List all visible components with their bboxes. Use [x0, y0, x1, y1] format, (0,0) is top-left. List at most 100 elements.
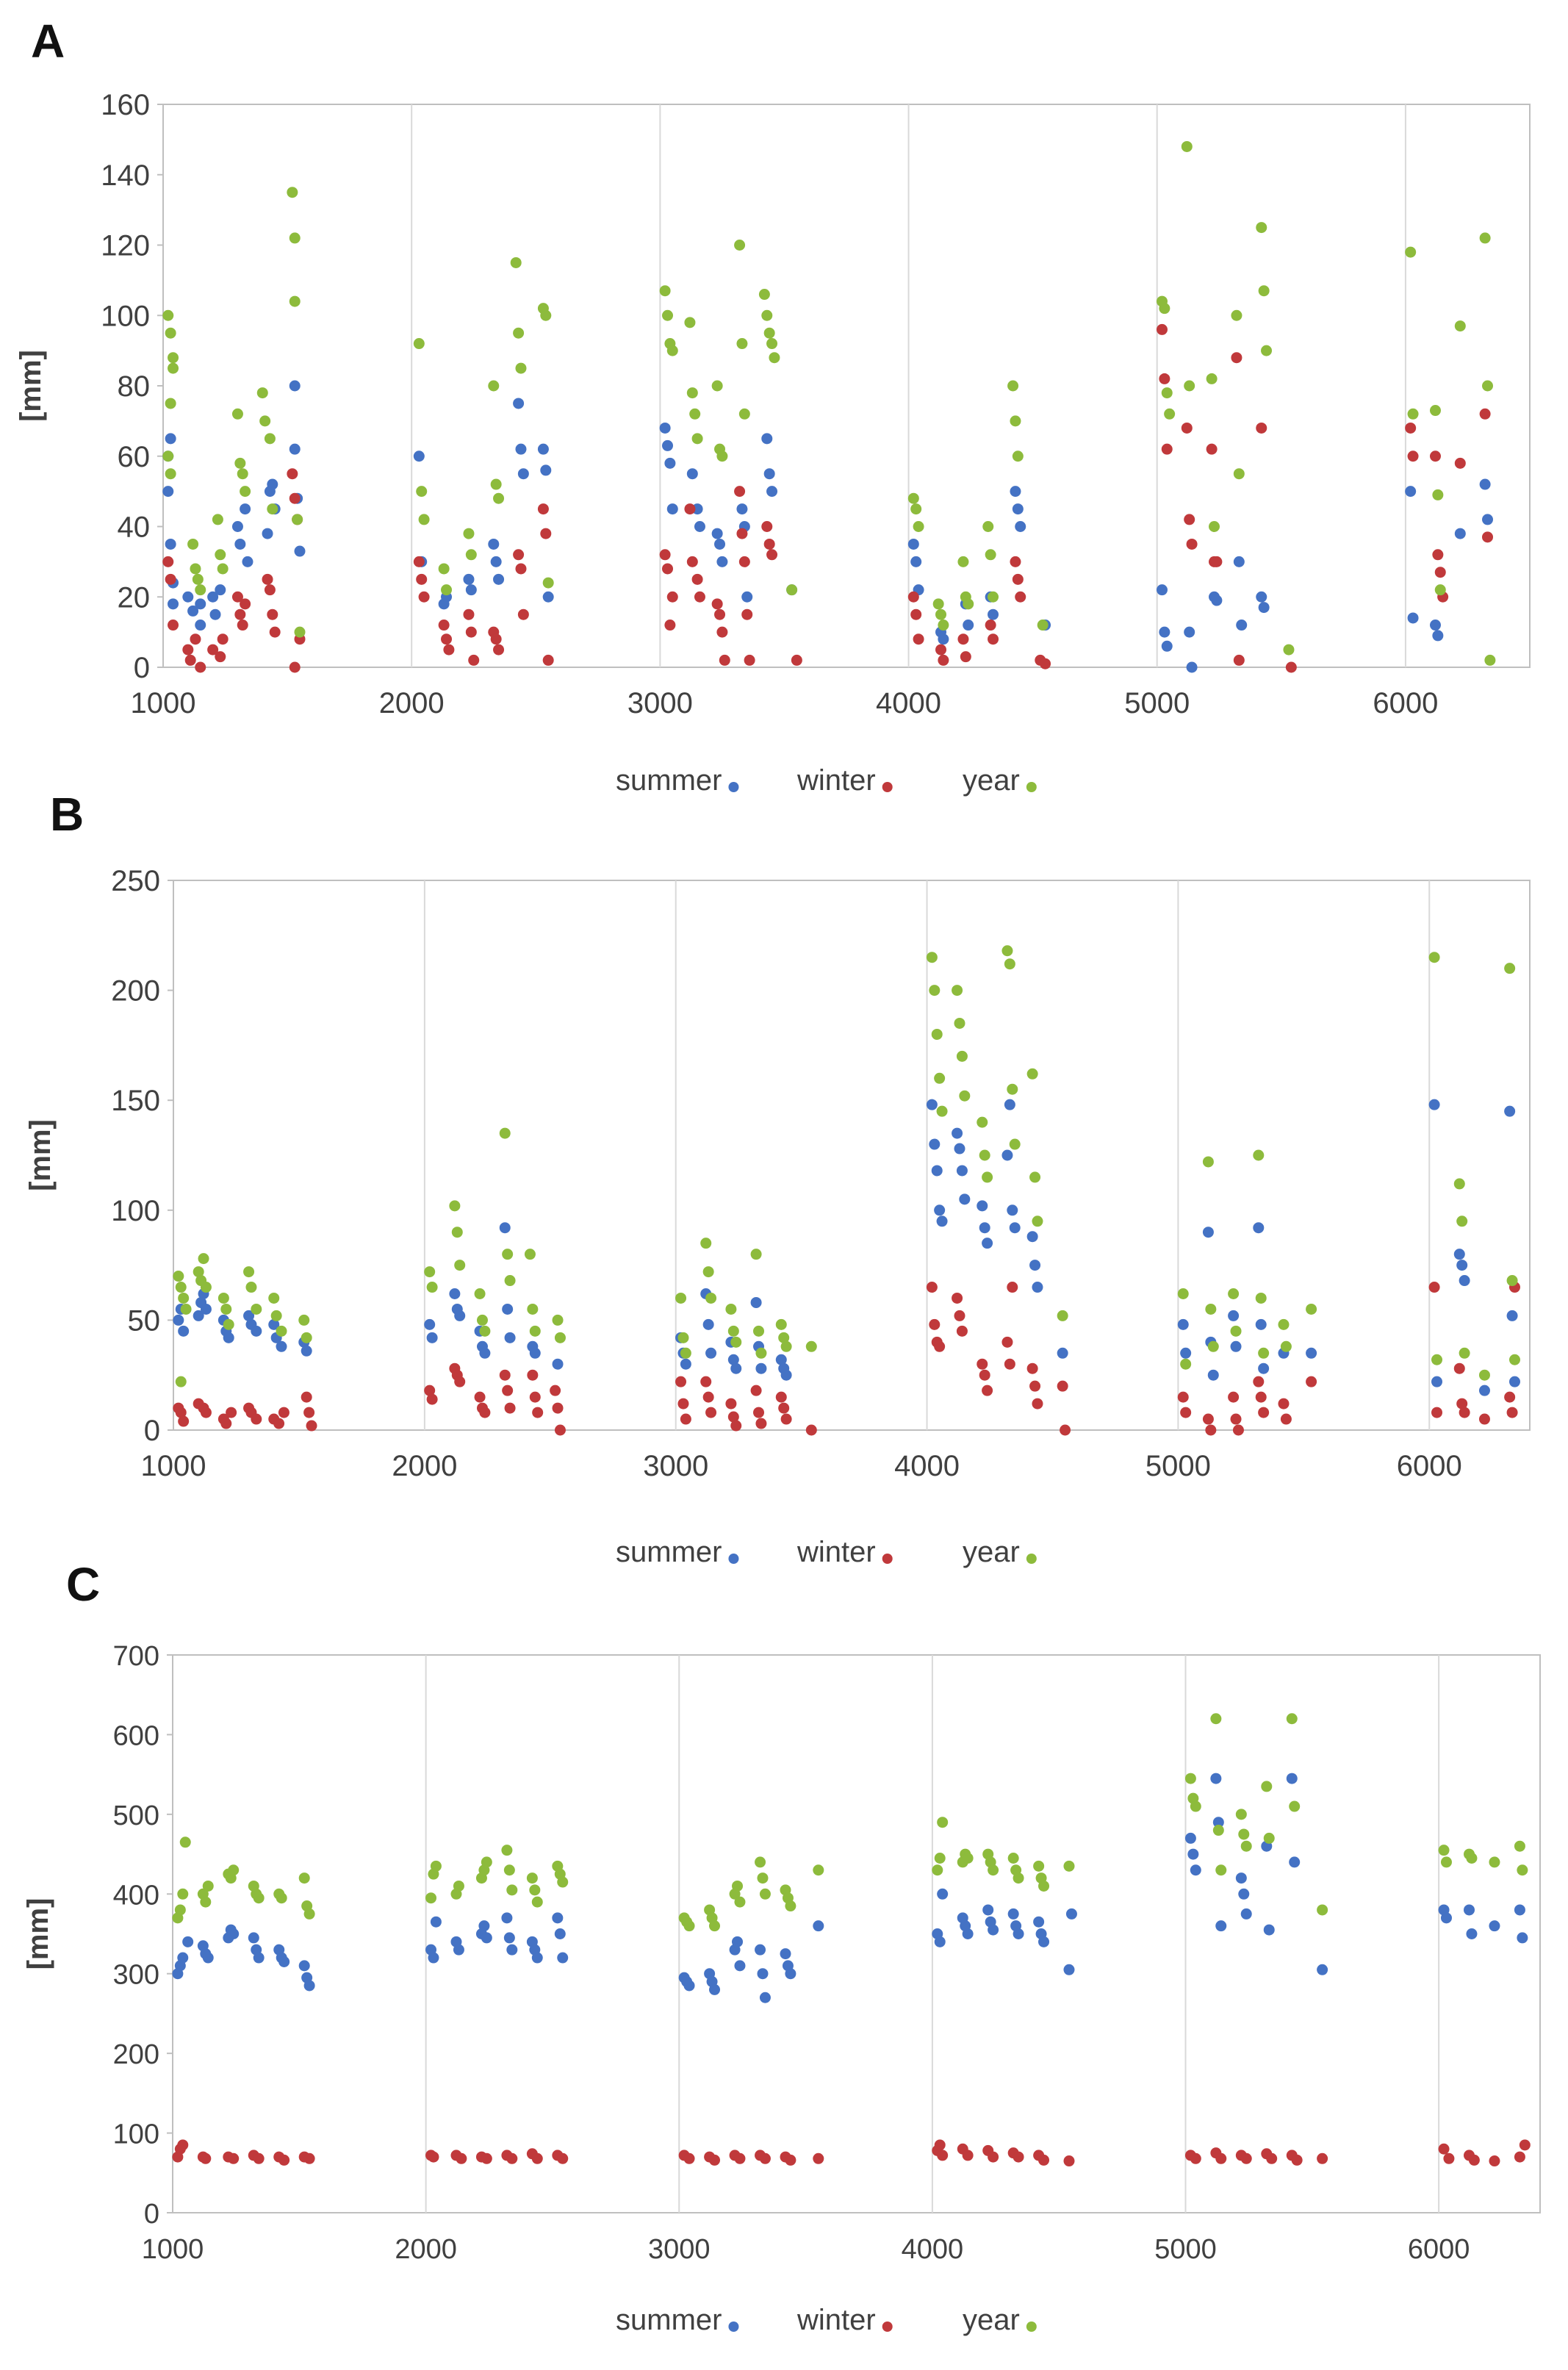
data-point-winter	[960, 651, 971, 663]
data-point-winter	[1479, 408, 1491, 420]
data-point-winter	[1063, 2155, 1075, 2167]
data-point-summer	[938, 633, 949, 645]
data-point-year	[716, 450, 728, 462]
data-point-year	[666, 345, 678, 356]
data-point-year	[1063, 1860, 1075, 1872]
data-point-year	[755, 1856, 766, 1868]
data-point-summer	[1057, 1347, 1068, 1359]
data-point-winter	[1429, 450, 1441, 462]
data-point-year	[758, 289, 770, 301]
panel-letter: A	[31, 15, 65, 68]
data-point-winter	[1514, 2151, 1525, 2163]
data-point-summer	[761, 433, 773, 445]
data-point-summer	[680, 1358, 691, 1370]
data-point-winter	[988, 633, 999, 645]
data-point-summer	[910, 556, 922, 567]
data-point-year	[761, 309, 773, 321]
data-point-year	[932, 1864, 943, 1876]
data-point-summer	[177, 1952, 189, 1964]
data-point-summer	[557, 1952, 569, 1964]
data-point-year	[954, 1017, 965, 1029]
data-point-year	[228, 1864, 240, 1876]
data-point-year	[426, 1282, 438, 1293]
data-point-year	[1506, 1275, 1518, 1287]
legend-label-winter: winter	[796, 1536, 876, 1568]
data-point-winter	[1228, 1391, 1240, 1403]
data-point-summer	[757, 1968, 769, 1980]
legend-marker-summer	[728, 1554, 739, 1564]
data-point-winter	[910, 608, 922, 620]
data-point-summer	[1428, 1099, 1440, 1110]
data-point-winter	[719, 654, 730, 666]
data-point-summer	[766, 486, 778, 498]
data-point-winter	[714, 608, 726, 620]
data-point-year	[1210, 1713, 1222, 1725]
data-point-summer	[1180, 1347, 1192, 1359]
data-point-summer	[1238, 1888, 1250, 1900]
data-point-year	[303, 1908, 315, 1920]
data-point-summer	[755, 1362, 767, 1374]
data-point-winter	[426, 1393, 438, 1405]
data-point-year	[732, 1880, 744, 1892]
data-point-summer	[1289, 1856, 1301, 1868]
data-point-summer	[1478, 1385, 1490, 1396]
data-point-winter	[1206, 443, 1218, 455]
data-point-summer	[1007, 1908, 1019, 1920]
data-point-year	[289, 295, 301, 307]
data-point-summer	[542, 591, 554, 603]
data-point-winter	[289, 492, 301, 504]
data-point-winter	[705, 1407, 717, 1418]
data-point-year	[1256, 222, 1267, 234]
data-point-winter	[168, 620, 179, 631]
data-point-year	[1482, 380, 1494, 392]
data-point-year	[1289, 1800, 1301, 1812]
data-point-summer	[552, 1358, 564, 1370]
data-point-year	[934, 1072, 946, 1084]
data-point-summer	[962, 1928, 974, 1939]
series-summer	[162, 380, 1494, 673]
data-point-year	[1508, 1354, 1520, 1365]
data-point-summer	[1004, 1099, 1015, 1110]
data-point-year	[659, 285, 671, 297]
data-point-summer	[1210, 1773, 1222, 1784]
data-point-year	[907, 492, 919, 504]
data-point-winter	[791, 654, 802, 666]
data-point-summer	[463, 573, 475, 585]
legend-marker-year	[1026, 1554, 1037, 1564]
data-point-winter	[937, 2150, 949, 2161]
data-point-summer	[907, 538, 919, 550]
data-point-summer	[1010, 486, 1021, 498]
data-point-summer	[1230, 1340, 1242, 1352]
data-point-winter	[499, 1369, 511, 1381]
data-point-summer	[517, 468, 529, 480]
data-point-year	[179, 1836, 191, 1848]
data-point-winter	[287, 468, 298, 480]
data-point-year	[711, 380, 723, 392]
data-point-winter	[686, 556, 698, 567]
data-point-summer	[926, 1099, 938, 1110]
data-point-winter	[253, 2152, 265, 2164]
data-point-year	[251, 1303, 262, 1315]
data-point-summer	[954, 1143, 965, 1155]
data-point-summer	[1459, 1275, 1470, 1287]
data-point-winter	[1443, 2152, 1455, 2164]
data-point-winter	[700, 1376, 712, 1387]
y-tick-label: 300	[113, 1960, 159, 1991]
data-point-winter	[1190, 2152, 1201, 2164]
legend-marker-summer	[728, 782, 739, 792]
data-point-summer	[1038, 1936, 1050, 1947]
series-winter	[172, 2139, 1531, 2167]
data-point-summer	[182, 1936, 194, 1947]
data-point-summer	[785, 1968, 796, 1980]
data-point-winter	[907, 591, 919, 603]
data-point-winter	[709, 2154, 721, 2166]
data-point-winter	[750, 1385, 762, 1396]
data-point-winter	[454, 1376, 466, 1387]
data-point-summer	[1212, 1817, 1224, 1828]
data-point-year	[1514, 1840, 1525, 1852]
data-point-year	[268, 1292, 280, 1304]
data-point-winter	[1258, 1407, 1270, 1418]
data-point-year	[988, 1864, 999, 1876]
data-point-winter	[529, 1391, 541, 1403]
data-point-summer	[481, 1932, 492, 1944]
